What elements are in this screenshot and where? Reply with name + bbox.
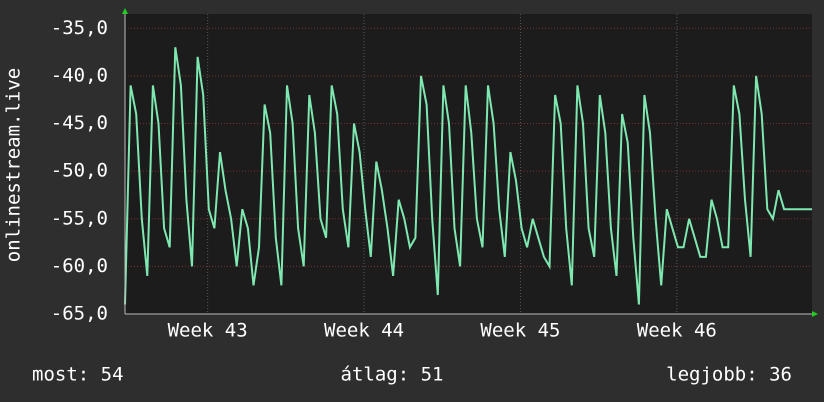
plot: [124, 47, 812, 305]
data-line: [124, 47, 812, 305]
y-tick-label: -45,0: [51, 112, 108, 134]
summary-average: átlag: 51: [341, 364, 444, 386]
x-tick-label: Week 46: [637, 320, 717, 342]
y-tick-label: -40,0: [51, 64, 108, 86]
plot-area: [125, 14, 812, 314]
x-tick-label: Week 44: [324, 320, 404, 342]
y-tick-label: -35,0: [51, 17, 108, 39]
x-tick-label: Week 45: [480, 320, 560, 342]
x-tick-label: Week 43: [168, 320, 248, 342]
x-axis-arrow: [812, 311, 818, 317]
y-axis-label: onlinestream.live: [3, 68, 25, 262]
summary-best: legjobb: 36: [666, 364, 792, 386]
y-tick-label: -50,0: [51, 160, 108, 182]
summary-current: most: 54: [32, 364, 124, 386]
y-tick-label: -55,0: [51, 207, 108, 229]
y-tick-label: -65,0: [51, 303, 108, 325]
y-tick-label: -60,0: [51, 255, 108, 277]
y-axis-arrow: [122, 8, 128, 14]
